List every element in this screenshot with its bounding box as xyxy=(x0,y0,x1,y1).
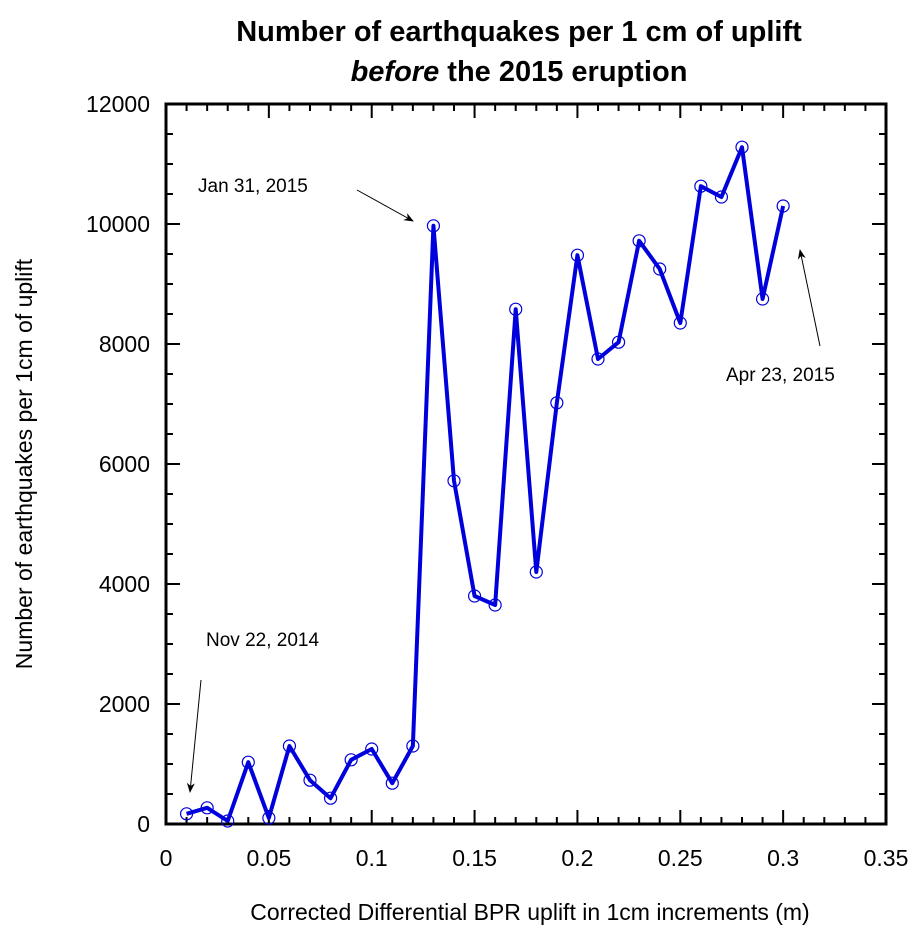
title-rest: the 2015 eruption xyxy=(439,56,687,88)
data-point xyxy=(282,739,297,753)
data-point xyxy=(467,589,482,603)
annotation-arrow xyxy=(186,679,202,793)
data-point xyxy=(509,302,523,316)
data-point xyxy=(221,814,235,828)
y-tick-label: 12000 xyxy=(86,91,150,117)
y-tick-label: 2000 xyxy=(99,691,150,717)
annotation-label: Apr 23, 2015 xyxy=(726,365,835,386)
data-point xyxy=(591,352,605,366)
data-point xyxy=(755,292,770,306)
data-point xyxy=(570,248,585,262)
data-point xyxy=(426,219,441,233)
annotation-label: Nov 22, 2014 xyxy=(206,630,319,651)
x-tick-label: 0.3 xyxy=(767,845,799,871)
y-tick-label: 8000 xyxy=(99,331,150,357)
data-point xyxy=(344,753,358,767)
x-axis-label: Corrected Differential BPR uplift in 1cm… xyxy=(250,899,809,925)
data-point xyxy=(179,807,194,821)
data-point xyxy=(673,316,687,330)
annotation-label: Jan 31, 2015 xyxy=(198,176,308,197)
data-point xyxy=(200,801,214,815)
y-axis-label: Number of earthquakes per 1cm of uplift xyxy=(11,258,37,669)
y-tick-label: 6000 xyxy=(99,451,150,477)
data-point xyxy=(365,742,379,756)
title-italic: before xyxy=(351,56,440,88)
x-tick-label: 0 xyxy=(160,845,173,871)
x-tick-label: 0.05 xyxy=(246,845,291,871)
data-point xyxy=(262,811,276,825)
data-point xyxy=(385,776,399,790)
series-line xyxy=(186,145,786,823)
y-tick-label: 4000 xyxy=(99,571,150,597)
annotation-arrow xyxy=(356,189,414,222)
data-point xyxy=(488,598,502,612)
data-point xyxy=(632,234,646,248)
x-tick-label: 0.2 xyxy=(561,845,593,871)
chart-title-line1: Number of earthquakes per 1 cm of uplift xyxy=(236,16,802,48)
data-point xyxy=(694,179,708,193)
x-tick-label: 0.15 xyxy=(452,845,497,871)
y-tick-label: 10000 xyxy=(86,211,150,237)
data-point xyxy=(529,565,543,579)
data-point xyxy=(241,755,255,769)
data-point xyxy=(611,335,626,349)
x-tick-label: 0.35 xyxy=(864,845,909,871)
data-point xyxy=(447,474,461,488)
data-point xyxy=(323,791,338,805)
data-point xyxy=(776,199,790,213)
data-point xyxy=(653,262,667,276)
x-tick-label: 0.1 xyxy=(356,845,388,871)
data-point xyxy=(735,140,749,154)
data-point xyxy=(714,190,729,204)
chart-title-line2: before the 2015 eruption xyxy=(351,56,688,88)
data-point xyxy=(406,739,420,753)
annotation-arrow xyxy=(797,249,821,347)
data-point xyxy=(550,396,564,410)
y-tick-label: 0 xyxy=(137,811,150,837)
x-tick-label: 0.25 xyxy=(658,845,703,871)
data-point xyxy=(303,773,317,787)
